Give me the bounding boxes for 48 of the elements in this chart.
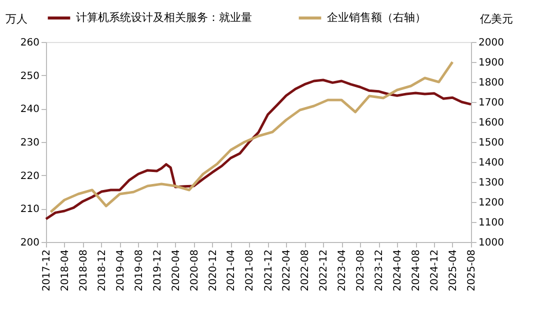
x-tick-label: 2023-08 [356, 250, 367, 292]
x-tick-label: 2018-04 [60, 250, 71, 292]
x-tick-label: 2025-04 [448, 250, 459, 292]
y-axis-title: 万人 [6, 12, 28, 26]
x-tick-label: 2018-12 [96, 250, 108, 292]
y-tick-label: 240 [20, 104, 40, 116]
x-tick-label: 2024-08 [411, 250, 422, 292]
y-tick-label: 220 [20, 170, 40, 182]
x-tick-label: 2018-08 [78, 250, 90, 292]
x-tick-label: 2020-12 [208, 250, 219, 292]
y2-tick-label: 1900 [478, 58, 504, 68]
line-series [44, 78, 472, 220]
x-tick-label: 2024-04 [392, 250, 404, 292]
x-tick-label: 2023-12 [374, 250, 386, 292]
line-series [49, 60, 454, 214]
x-tick-label: 2019-08 [134, 250, 145, 292]
y2-tick-label: 1100 [478, 218, 504, 228]
y-tick-label: 250 [20, 70, 40, 82]
y2-tick-label: 1800 [478, 78, 504, 88]
x-tick-label: 2021-12 [263, 250, 274, 292]
y2-tick-label: 2000 [478, 38, 504, 48]
y-tick-label: 210 [20, 204, 40, 216]
y2-tick-label: 1200 [478, 198, 504, 208]
x-tick-label: 2025-08 [466, 250, 478, 292]
x-tick-label: 2017-12 [42, 250, 52, 292]
y2-axis-title: 亿美元 [479, 12, 513, 26]
x-tick-label: 2021-04 [226, 250, 238, 292]
x-tick-label: 2020-04 [170, 250, 182, 292]
x-tick-label: 2021-08 [244, 250, 256, 292]
y-tick-label: 230 [20, 138, 40, 148]
y-tick-label: 260 [20, 38, 40, 48]
x-tick-label: 2022-12 [318, 250, 330, 292]
y2-tick-label: 1700 [478, 98, 504, 108]
x-tick-label: 2022-04 [282, 250, 293, 292]
x-tick-label: 2022-08 [300, 250, 312, 292]
y2-tick-label: 1000 [478, 238, 504, 248]
legend-label: 计算机系统设计及相关服务：就业量 [76, 11, 252, 24]
x-tick-label: 2023-04 [337, 250, 348, 292]
y2-tick-label: 1400 [478, 158, 504, 168]
x-tick-label: 2020-08 [189, 250, 200, 292]
y-tick-label: 200 [20, 238, 40, 248]
y2-tick-label: 1500 [478, 138, 504, 148]
y2-tick-label: 1600 [478, 118, 504, 128]
x-tick-label: 2024-12 [430, 250, 441, 292]
x-tick-label: 2019-12 [152, 250, 164, 292]
y2-tick-label: 1300 [478, 178, 504, 188]
legend-label: 企业销售额（右轴） [327, 11, 426, 24]
x-tick-label: 2019-04 [115, 250, 126, 292]
